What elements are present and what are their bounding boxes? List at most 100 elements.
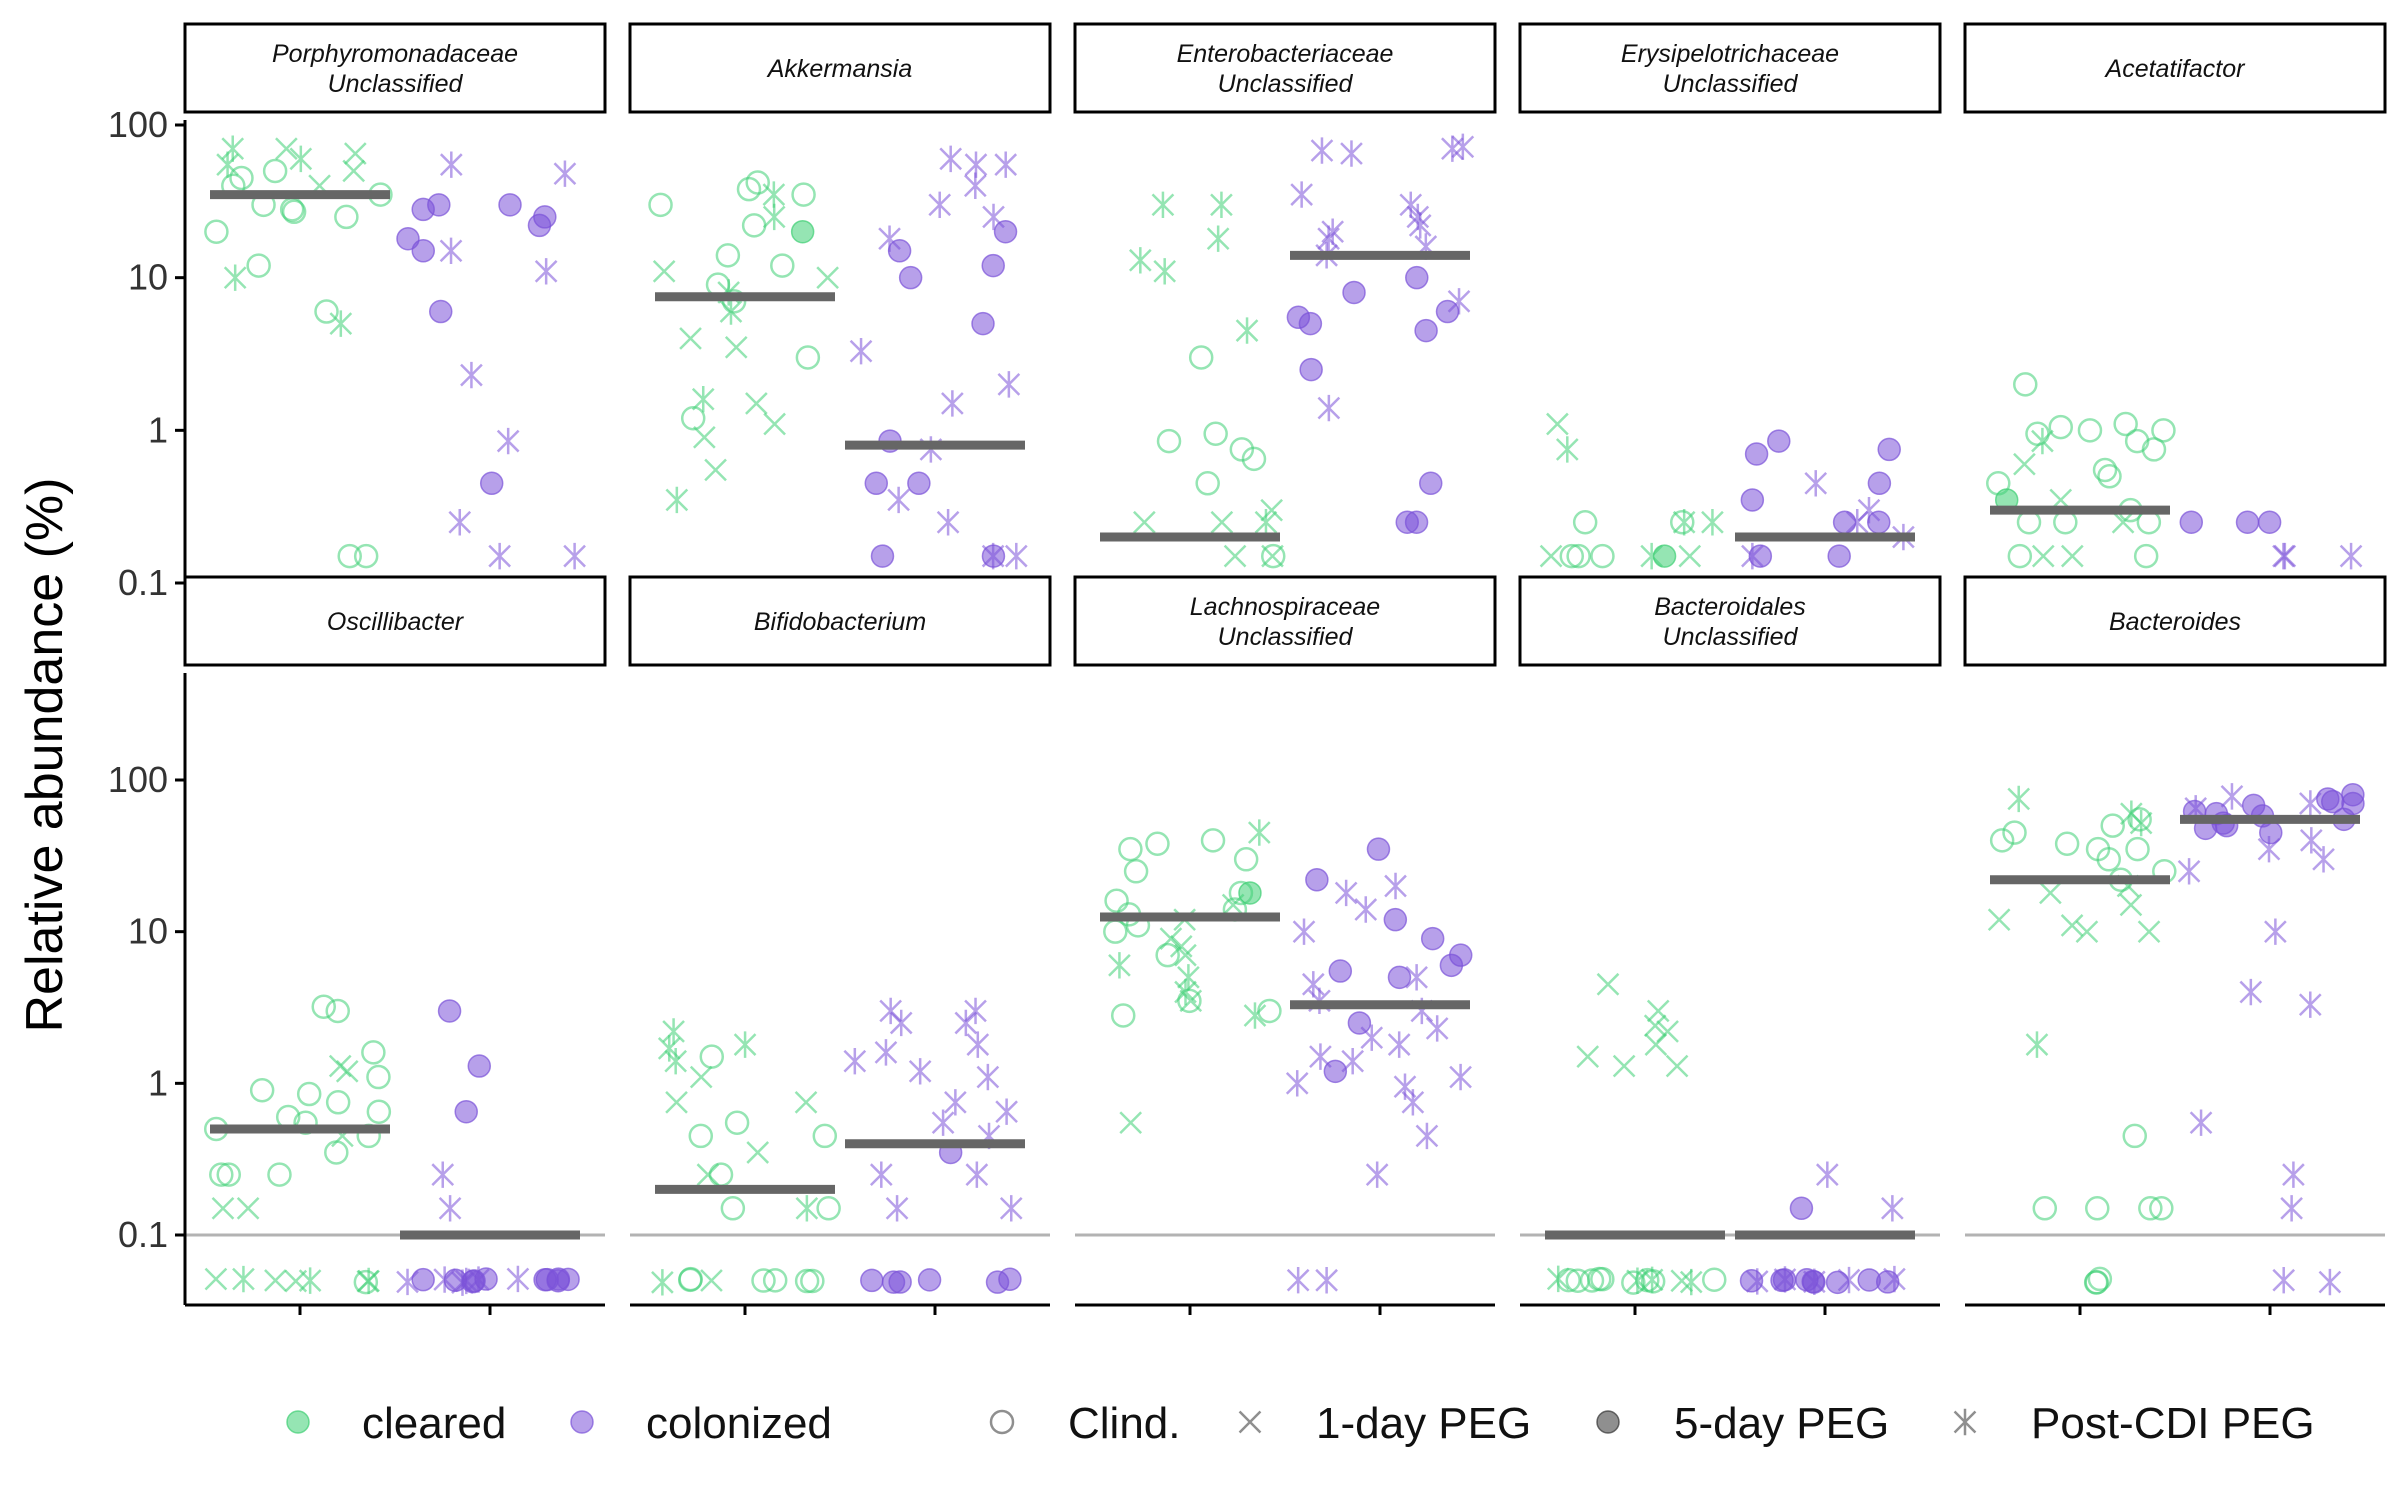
- data-point-cleared: [1118, 836, 1143, 862]
- data-point-colonized: [396, 1268, 419, 1296]
- data-point-colonized: [2299, 790, 2322, 817]
- panel-strip: [1518, 575, 1942, 667]
- data-point-colonized: [2235, 510, 2260, 534]
- data-point-colonized: [963, 172, 987, 199]
- data-point-colonized: [488, 542, 511, 570]
- data-point-colonized: [1299, 357, 1323, 382]
- data-point-colonized: [1804, 470, 1828, 497]
- data-point-cleared: [337, 543, 362, 569]
- data-point-cleared: [325, 998, 350, 1024]
- y-tick-label: 0.1: [118, 1214, 168, 1255]
- data-point-colonized: [1405, 964, 1428, 991]
- data-point-cleared: [721, 289, 747, 314]
- data-point-colonized: [2220, 783, 2244, 810]
- data-point-cleared: [708, 1162, 734, 1187]
- data-point-colonized: [843, 1047, 867, 1075]
- data-point-colonized: [479, 471, 504, 496]
- data-point-cleared: [1128, 247, 1152, 274]
- data-point-colonized: [467, 1054, 492, 1078]
- data-point-colonized: [1354, 896, 1378, 923]
- data-point-cleared: [298, 1267, 322, 1294]
- data-point-colonized: [454, 1099, 478, 1124]
- data-point-colonized: [1415, 1122, 1439, 1150]
- data-point-colonized: [889, 1009, 913, 1037]
- data-point-cleared: [2039, 881, 2062, 905]
- data-point-cleared: [2054, 831, 2080, 856]
- panel-5: Oscillibacter: [183, 575, 607, 1315]
- data-point-colonized: [1305, 867, 1329, 892]
- data-point-cleared: [1612, 1054, 1636, 1078]
- data-point-colonized: [2299, 827, 2323, 854]
- panel-strip: [1963, 22, 2387, 114]
- data-point-cleared: [1257, 998, 1282, 1024]
- data-point-colonized: [870, 544, 895, 568]
- data-point-colonized: [1827, 544, 1851, 568]
- data-point-cleared: [2125, 836, 2150, 862]
- data-point-cleared: [2007, 785, 2031, 813]
- data-point-cleared: [1576, 1045, 1600, 1068]
- data-point-colonized: [1405, 265, 1429, 290]
- data-point-cleared: [1559, 543, 1585, 569]
- data-point-colonized: [874, 1039, 898, 1066]
- data-point-cleared: [696, 1163, 720, 1186]
- data-point-colonized: [1285, 1070, 1309, 1097]
- y-tick-label: 100: [108, 759, 168, 800]
- data-point-colonized: [1298, 311, 1323, 336]
- data-point-cleared: [1174, 943, 1197, 967]
- data-point-cleared: [1229, 437, 1255, 462]
- data-point-cleared: [1539, 544, 1563, 568]
- data-point-cleared: [651, 1269, 674, 1296]
- data-point-colonized: [533, 1267, 557, 1292]
- data-point-cleared: [2085, 1196, 2110, 1221]
- data-point-cleared: [221, 135, 245, 162]
- data-point-cleared: [1206, 225, 1230, 252]
- panel-title: Unclassified: [1218, 623, 1354, 651]
- data-point-colonized: [428, 299, 453, 324]
- data-point-colonized: [1877, 437, 1901, 462]
- chart-panels: PorphyromonadaceaeUnclassifiedAkkermansi…: [183, 22, 2387, 1315]
- data-point-colonized: [431, 1161, 455, 1188]
- panel-strip: [1073, 575, 1497, 667]
- data-point-colonized: [2264, 918, 2287, 945]
- y-tick-label: 10: [128, 257, 168, 298]
- data-point-cleared: [1989, 828, 2015, 853]
- data-point-cleared: [324, 1140, 349, 1165]
- data-point-cleared: [342, 159, 366, 183]
- data-point-colonized: [439, 151, 463, 178]
- data-point-colonized: [2257, 510, 2282, 534]
- data-point-cleared: [812, 1123, 838, 1149]
- data-point-cleared: [2151, 418, 2176, 443]
- data-point-cleared: [204, 219, 229, 244]
- data-point-cleared: [2113, 411, 2138, 437]
- data-point-cleared: [1200, 828, 1226, 853]
- data-point-cleared: [2031, 427, 2054, 455]
- data-point-cleared: [1590, 543, 1615, 569]
- data-point-cleared: [816, 266, 839, 290]
- data-point-cleared: [296, 1081, 322, 1107]
- data-point-cleared: [1702, 1267, 1727, 1292]
- data-point-colonized: [981, 253, 1005, 278]
- data-point-cleared: [204, 1267, 228, 1291]
- data-point-cleared: [1177, 964, 1200, 991]
- data-point-colonized: [1425, 1015, 1449, 1042]
- data-point-colonized: [2272, 1267, 2296, 1294]
- data-point-cleared: [1556, 1267, 1581, 1293]
- legend-label: colonized: [646, 1399, 832, 1448]
- data-point-cleared: [1177, 988, 1202, 1014]
- data-point-cleared: [1123, 859, 1149, 884]
- data-point-cleared: [289, 145, 313, 173]
- data-point-cleared: [2096, 847, 2122, 872]
- data-point-cleared: [1260, 543, 1286, 569]
- data-point-cleared: [311, 994, 336, 1019]
- data-point-colonized: [553, 160, 577, 187]
- data-point-cleared: [223, 264, 247, 291]
- data-point-cleared: [704, 458, 727, 482]
- legend-shape-key: [1953, 1408, 1977, 1436]
- data-point-cleared: [762, 203, 786, 231]
- data-point-cleared: [1221, 893, 1245, 917]
- data-point-cleared: [1110, 1003, 1136, 1028]
- data-point-colonized: [1317, 394, 1341, 422]
- data-point-colonized: [1802, 1268, 1826, 1296]
- data-point-colonized: [1321, 218, 1345, 245]
- data-point-cleared: [216, 1162, 242, 1187]
